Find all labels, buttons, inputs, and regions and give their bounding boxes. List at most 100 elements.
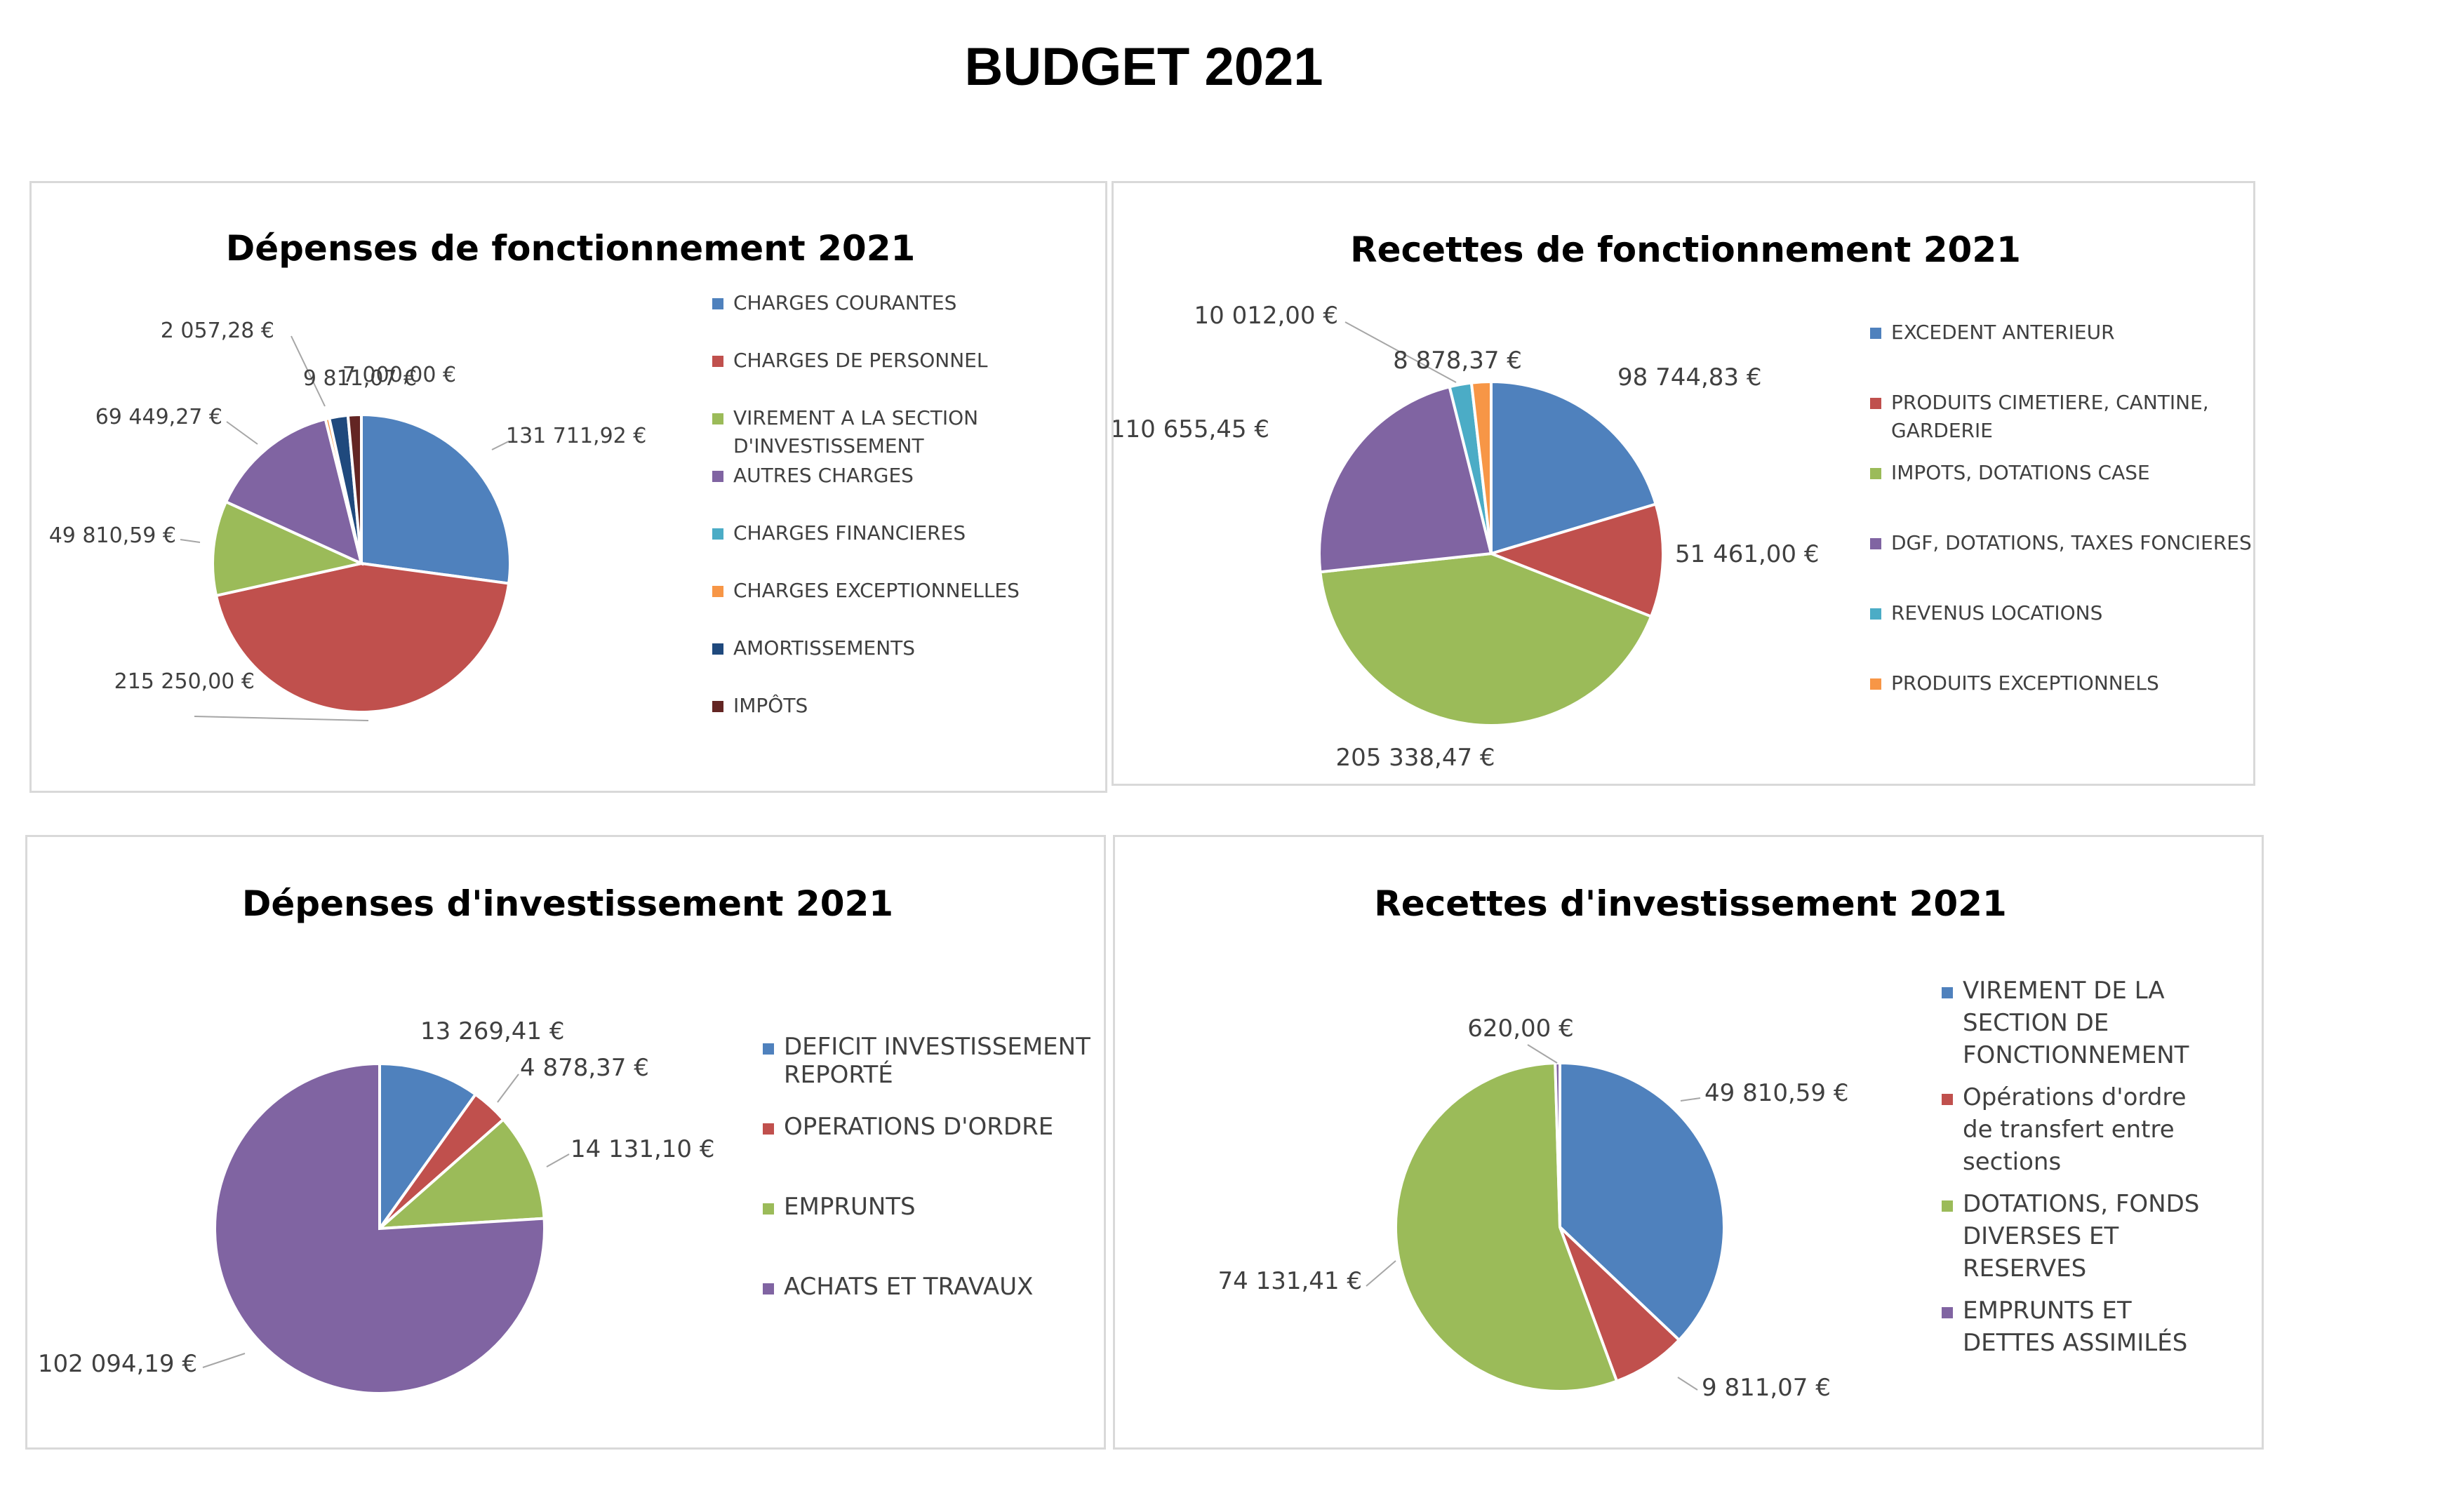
chart-recettes-investissement: Recettes d'investissement 2021 49 810,59 …	[1113, 835, 2264, 1450]
legend-label: DETTES ASSIMILÉS	[1963, 1328, 2187, 1357]
leader-line	[491, 441, 509, 450]
data-label: 13 269,41 €	[420, 1017, 564, 1045]
pie-slice	[1559, 1061, 1726, 1342]
chart-recettes-fonctionnement: Recettes de fonctionnement 2021 98 744,83…	[1112, 181, 2255, 786]
data-label: 102 094,19 €	[38, 1350, 197, 1378]
legend-label: sections	[1963, 1148, 2061, 1176]
pie-slice	[214, 561, 511, 714]
legend-swatch	[1870, 468, 1881, 479]
pie-slice	[1394, 1062, 1619, 1393]
chart-title: Dépenses de fonctionnement 2021	[226, 228, 916, 269]
pie-chart-svg: Dépenses d'investissement 2021 13 269,41 …	[38, 883, 1090, 1395]
legend-label: D'INVESTISSEMENT	[733, 434, 924, 457]
pie-slice	[378, 1062, 478, 1233]
legend-label: RESERVES	[1963, 1255, 2086, 1283]
data-label: 7 000,00 €	[342, 363, 456, 387]
legend-label: REVENUS LOCATIONS	[1891, 601, 2102, 624]
leader-line	[1366, 1260, 1396, 1287]
legend-label: IMPÔTS	[733, 693, 808, 717]
leader-line	[291, 335, 326, 407]
legend-swatch	[712, 528, 723, 540]
legend-swatch	[712, 298, 723, 309]
legend-swatch	[712, 701, 723, 712]
leader-line	[180, 539, 201, 543]
data-label: 215 250,00 €	[114, 669, 255, 694]
legend-label: CHARGES FINANCIERES	[733, 521, 966, 544]
pie-slice	[1486, 502, 1664, 619]
chart-title: Recettes d'investissement 2021	[1374, 883, 2007, 924]
legend-label: CHARGES COURANTES	[733, 291, 956, 314]
legend-label: FONCTIONNEMENT	[1963, 1041, 2189, 1069]
legend-swatch	[712, 356, 723, 367]
chart-title: Dépenses d'investissement 2021	[242, 883, 893, 924]
data-label: 110 655,45 €	[1114, 415, 1269, 443]
legend-label: VIREMENT A LA SECTION	[733, 406, 978, 429]
pie-slice	[1319, 551, 1653, 727]
data-label: 8 878,37 €	[1393, 347, 1522, 375]
data-label: 9 811,07 €	[1702, 1374, 1831, 1402]
data-label: 69 449,27 €	[95, 405, 222, 429]
legend-label: AMORTISSEMENTS	[733, 636, 915, 660]
data-label: 49 810,59 €	[49, 523, 176, 548]
pie-slice	[224, 417, 363, 566]
legend-swatch	[712, 643, 723, 655]
pie-slice	[211, 500, 366, 598]
pie-chart-svg: Recettes de fonctionnement 2021 98 744,83…	[1114, 229, 2252, 772]
pie-slice	[375, 1117, 546, 1231]
legend-label: PRODUITS EXCEPTIONNELS	[1891, 671, 2159, 695]
legend-swatch	[1942, 1200, 1953, 1212]
legend-label: DIVERSES ET	[1963, 1222, 2119, 1250]
data-label: 10 012,00 €	[1194, 302, 1338, 330]
legend-swatch	[1870, 538, 1881, 549]
legend-label: DEFICIT INVESTISSEMENT	[784, 1033, 1090, 1061]
data-label: 74 131,41 €	[1218, 1267, 1362, 1295]
leader-line	[1527, 1044, 1558, 1064]
leader-line	[194, 716, 369, 721]
pie-slice	[1469, 380, 1493, 554]
data-label: 98 744,83 €	[1617, 363, 1761, 392]
pie-slice	[1318, 384, 1493, 574]
legend-swatch	[712, 586, 723, 597]
pie-slice	[1554, 1061, 1561, 1228]
legend-label: EXCEDENT ANTERIEUR	[1891, 321, 2115, 344]
legend-swatch	[763, 1283, 774, 1294]
legend-label: EMPRUNTS	[784, 1193, 916, 1221]
legend-swatch	[1870, 678, 1881, 690]
legend-label: DGF, DOTATIONS, TAXES FONCIERES	[1891, 531, 2252, 554]
pie-slice	[360, 413, 512, 585]
legend-label: REPORTÉ	[784, 1060, 893, 1089]
data-label: 131 711,92 €	[506, 424, 646, 448]
data-label: 49 810,59 €	[1704, 1079, 1848, 1107]
leader-line	[1680, 1097, 1701, 1102]
leader-line	[546, 1153, 570, 1168]
legend-label: CHARGES EXCEPTIONNELLES	[733, 579, 1020, 602]
chart-depenses-investissement: Dépenses d'investissement 2021 13 269,41 …	[25, 835, 1106, 1450]
legend-swatch	[1942, 1094, 1953, 1105]
legend-label: VIREMENT DE LA	[1963, 977, 2165, 1005]
legend-label: SECTION DE	[1963, 1009, 2109, 1037]
legend-label: de transfert entre	[1963, 1116, 2175, 1144]
legend-swatch	[763, 1123, 774, 1135]
legend-label: DOTATIONS, FONDS	[1963, 1190, 2199, 1218]
leader-line	[497, 1073, 519, 1103]
legend-swatch	[1870, 328, 1881, 339]
legend-swatch	[712, 471, 723, 482]
leader-line	[226, 421, 258, 445]
legend-swatch	[1942, 1307, 1953, 1318]
data-label: 620,00 €	[1467, 1015, 1573, 1043]
chart-depenses-fonctionnement: Dépenses de fonctionnement 2021 131 711,9…	[29, 181, 1107, 793]
page-title: BUDGET 2021	[964, 37, 1323, 97]
legend-label: EMPRUNTS ET	[1963, 1297, 2132, 1325]
data-label: 205 338,47 €	[1335, 744, 1495, 772]
leader-line	[202, 1353, 246, 1368]
data-label: 51 461,00 €	[1675, 540, 1819, 568]
leader-line	[1344, 321, 1457, 383]
legend-label: PRODUITS CIMETIERE, CANTINE,	[1891, 391, 2209, 414]
legend-label: CHARGES DE PERSONNEL	[733, 349, 988, 372]
leader-line	[1677, 1377, 1698, 1391]
legend-swatch	[763, 1043, 774, 1055]
legend-swatch	[1870, 398, 1881, 409]
legend-label: GARDERIE	[1891, 419, 1993, 442]
pie-slice	[213, 1062, 546, 1395]
legend-label: Opérations d'ordre	[1963, 1083, 2187, 1111]
